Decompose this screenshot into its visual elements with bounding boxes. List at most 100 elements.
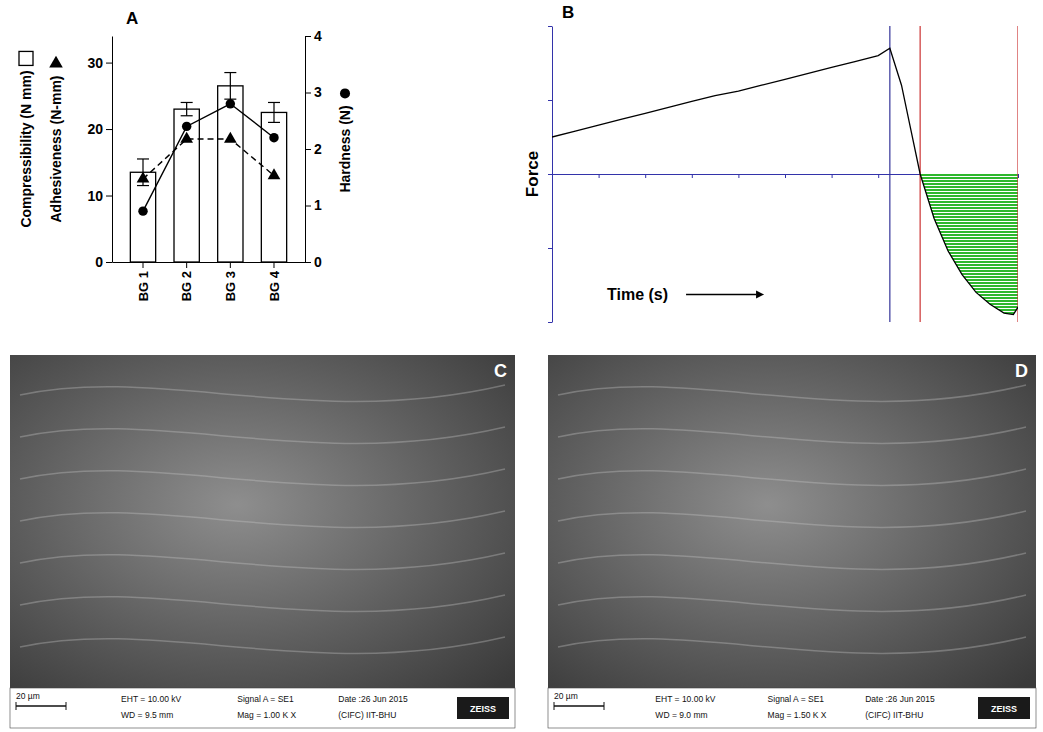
marker-line (889, 26, 890, 322)
scale-bar (16, 705, 66, 707)
marker (268, 168, 281, 179)
sem-texture (558, 595, 1026, 611)
marker (269, 133, 278, 142)
arrow (686, 294, 756, 295)
axis-title: Time (s) (607, 286, 668, 303)
info-text: Mag = 1.50 K X (768, 710, 827, 720)
info-text: Date :26 Jun 2015 (865, 694, 935, 704)
tick: 10 (87, 188, 112, 204)
sem-texture (20, 385, 505, 401)
tick-label: 1 (314, 197, 322, 213)
error-bar (181, 102, 193, 115)
tick (548, 26, 552, 27)
info-text: Mag = 1.00 K X (237, 710, 296, 720)
tick-label: 4 (314, 28, 322, 44)
brand: ZEISS (470, 704, 496, 714)
scale-bar-end (16, 702, 17, 710)
sem-texture (558, 469, 1026, 485)
sem-panel: D20 µmEHT = 10.00 kVWD = 9.0 mmSignal A … (548, 355, 1036, 728)
tick-mark (106, 129, 112, 130)
tick-mark (305, 262, 311, 263)
error-bar-cap (268, 102, 280, 103)
axis-line (552, 27, 553, 323)
tick: 0 (305, 254, 322, 270)
panel-a: 010203001234BG 1BG 2BG 3BG 4Compressibil… (18, 9, 353, 301)
error-bar-cap (268, 122, 280, 123)
tick-mark (273, 262, 274, 268)
tick-mark (738, 174, 739, 178)
bar (261, 112, 286, 262)
error-bar-stem (186, 102, 187, 115)
tick (552, 174, 553, 178)
scale-bar (554, 705, 604, 707)
tick-mark (106, 196, 112, 197)
scale-bar-end (554, 702, 555, 710)
info-text: (CIFC) IIT-BHU (338, 710, 396, 720)
tick-label: 10 (87, 188, 103, 204)
bar (174, 109, 199, 262)
info-bar (10, 688, 515, 728)
axis-line (112, 37, 113, 263)
tick (548, 100, 552, 101)
sem-texture (558, 637, 1026, 653)
scale-bar-end (66, 702, 67, 710)
error-bar-stem (273, 102, 274, 122)
info-text: EHT = 10.00 kV (121, 694, 181, 704)
tick-mark (1018, 174, 1019, 178)
info-text: Date :26 Jun 2015 (338, 694, 408, 704)
tick: 30 (87, 55, 112, 71)
panel-label: C (494, 361, 507, 381)
error-bar-cap (224, 72, 236, 73)
tick-mark (878, 174, 879, 178)
panel-label: A (126, 9, 138, 28)
sem-texture (20, 511, 505, 527)
tick-mark (230, 262, 231, 268)
sem-image (10, 355, 515, 688)
error-bar-cap (181, 102, 193, 103)
axis-title: Hardness (N) (337, 105, 353, 192)
error-bar (224, 73, 236, 100)
info-text: WD = 9.5 mm (121, 710, 173, 720)
tick (738, 174, 739, 178)
info-text: WD = 9.0 mm (655, 710, 707, 720)
line (552, 48, 1018, 314)
bar (130, 172, 155, 262)
marker (226, 99, 235, 108)
tick-mark (548, 248, 552, 249)
legend-symbol (340, 88, 350, 98)
error-bar (137, 159, 149, 186)
marker (138, 206, 147, 215)
tick (785, 174, 786, 178)
tick (548, 322, 552, 323)
sem-texture (558, 385, 1026, 401)
axis-title: Adhesiveness (N-mm) (48, 75, 64, 222)
tick-label: BG 1 (136, 271, 151, 301)
tick-label: 3 (314, 84, 322, 100)
axis: BG 1BG 2BG 3BG 4 (113, 262, 306, 301)
legend-symbol (49, 56, 63, 68)
error-bar-cap (137, 158, 149, 159)
area (920, 174, 1018, 315)
axis: 0102030 (87, 37, 112, 270)
tick: 2 (305, 141, 322, 157)
sem-texture (20, 469, 505, 485)
axis: 0 1 2 3 4 (305, 28, 322, 270)
info-text: (CIFC) IIT-BHU (865, 710, 923, 720)
panel-b: Force Time (s) B (523, 3, 1019, 323)
tick-label: BG 2 (179, 271, 194, 301)
panel-label: B (562, 3, 574, 22)
sem-texture (20, 637, 505, 653)
tick-mark (305, 206, 311, 207)
tick (599, 174, 600, 178)
tick-mark (106, 63, 112, 64)
tick-mark (692, 174, 693, 178)
tick (548, 174, 552, 175)
tick (548, 248, 552, 249)
axis-title: Force (523, 151, 542, 197)
error-bar (268, 102, 280, 122)
info-text: EHT = 10.00 kV (655, 694, 715, 704)
panel-label: D (1015, 361, 1028, 381)
error-bar-stem (230, 73, 231, 100)
scale-bar-label: 20 µm (16, 691, 40, 701)
tick-label: 0 (95, 254, 103, 270)
